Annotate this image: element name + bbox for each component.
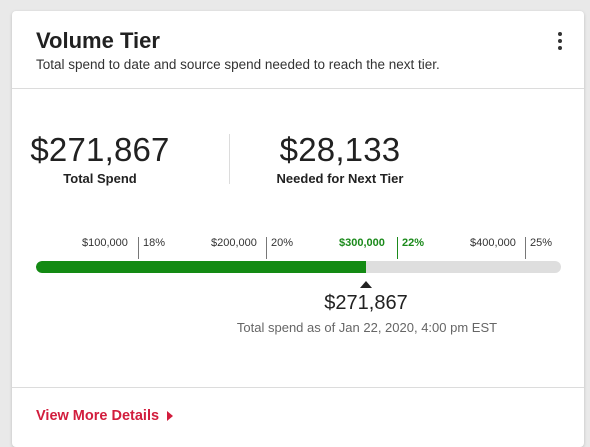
tier-amount: $100,000: [82, 237, 128, 249]
tier-tick-4: [525, 237, 526, 259]
tier-tick-3: [397, 237, 398, 259]
needed-stat: $28,133 Needed for Next Tier: [260, 131, 420, 186]
tier-tick-2: [266, 237, 267, 259]
stat-divider: [229, 134, 230, 184]
tier-label-2: $200,000: [211, 237, 257, 249]
tier-amount: $300,000: [339, 237, 385, 249]
volume-tier-card: Volume Tier Total spend to date and sour…: [12, 11, 584, 447]
card-subtitle: Total spend to date and source spend nee…: [36, 57, 440, 72]
total-spend-value: $271,867: [30, 131, 170, 168]
card-header: Volume Tier Total spend to date and sour…: [12, 11, 584, 89]
view-more-details-label: View More Details: [36, 408, 160, 424]
total-spend-stat: $271,867 Total Spend: [30, 131, 170, 186]
caret-right-icon: [167, 411, 174, 421]
progress-fill: [36, 261, 366, 273]
needed-label: Needed for Next Tier: [276, 171, 404, 186]
tier-label-3-current: $300,000: [339, 237, 385, 249]
marker-caption: Total spend as of Jan 22, 2020, 4:00 pm …: [236, 320, 498, 335]
marker-value: $271,867: [324, 292, 408, 314]
view-more-details-link[interactable]: View More Details: [36, 408, 174, 424]
tier-rate-4: 25%: [530, 237, 553, 249]
tier-label-4: $400,000: [470, 237, 516, 249]
needed-value: $28,133: [279, 131, 401, 168]
tier-rate-2: 20%: [271, 237, 294, 249]
tier-label-1: $100,000: [82, 237, 128, 249]
card-title: Volume Tier: [36, 28, 160, 53]
tier-rate-1: 18%: [143, 237, 166, 249]
tier-rate-3: 22%: [402, 237, 425, 249]
marker-triangle-icon: [360, 281, 372, 288]
tier-amount: $400,000: [470, 237, 516, 249]
total-spend-label: Total Spend: [63, 171, 137, 186]
tier-amount: $200,000: [211, 237, 257, 249]
card-footer: View More Details: [12, 387, 584, 447]
progress-track: [36, 261, 561, 273]
kebab-menu-icon[interactable]: [554, 32, 566, 52]
tier-tick-1: [138, 237, 139, 259]
